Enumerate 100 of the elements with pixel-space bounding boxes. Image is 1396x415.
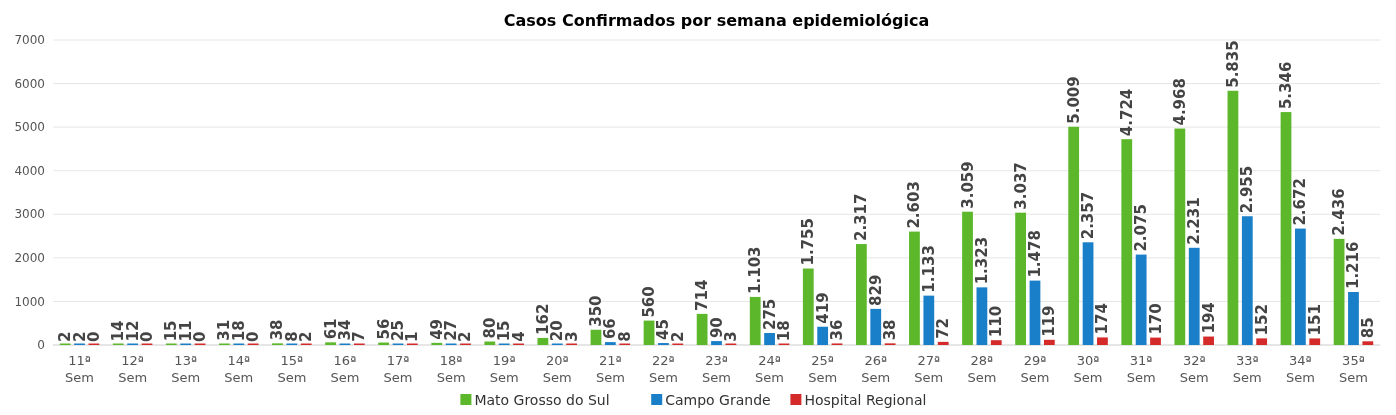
data-label: 2.075	[1132, 204, 1151, 252]
x-tick-label: 30ª Sem	[1073, 353, 1103, 385]
bar	[1043, 339, 1055, 345]
bar	[1227, 90, 1239, 345]
bar	[643, 320, 655, 345]
y-tick-label: 5000	[14, 120, 45, 135]
data-label: 36	[828, 319, 847, 341]
x-tick-label: 11ª Sem	[65, 353, 94, 385]
data-label: 2.357	[1079, 191, 1098, 240]
data-label: 151	[1305, 304, 1324, 336]
data-label: 194	[1199, 302, 1218, 334]
data-label: 560	[640, 286, 659, 318]
data-label: 5.346	[1277, 61, 1296, 110]
data-label: 4	[509, 331, 528, 342]
x-tick-label: 34ª Sem	[1285, 353, 1315, 385]
bar	[1309, 338, 1321, 345]
legend-label: Mato Grosso do Sul	[474, 392, 610, 408]
bar	[1294, 228, 1306, 345]
data-label: 2	[668, 331, 687, 342]
data-label: 0	[244, 331, 263, 342]
x-tick-label: 16ª Sem	[330, 353, 360, 385]
x-tick-label: 35ª Sem	[1339, 353, 1368, 385]
data-label: 3.059	[958, 161, 977, 209]
bar	[431, 342, 443, 345]
data-label: 829	[866, 274, 885, 306]
data-label: 0	[191, 331, 210, 342]
bar	[1203, 336, 1214, 345]
x-tick-label: 12ª Sem	[118, 353, 148, 385]
bar	[1362, 341, 1374, 345]
x-tick-label: 17ª Sem	[383, 353, 413, 385]
data-label: 170	[1146, 303, 1165, 335]
data-label: 2	[297, 331, 316, 342]
bar	[802, 268, 814, 345]
data-label: 18	[774, 320, 793, 342]
bar	[749, 296, 761, 345]
data-label: 714	[693, 279, 712, 311]
data-label: 0	[84, 331, 103, 342]
bar	[962, 211, 973, 345]
data-label: 110	[987, 305, 1006, 338]
y-tick-label: 0	[37, 338, 45, 353]
data-label: 2.231	[1185, 197, 1204, 245]
y-tick-label: 4000	[14, 163, 45, 178]
bar	[764, 333, 775, 345]
x-tick-label: 13ª Sem	[171, 353, 201, 385]
bar	[537, 337, 549, 345]
x-tick-label: 26ª Sem	[861, 353, 891, 385]
bar	[1280, 112, 1292, 345]
x-tick-label: 31ª Sem	[1126, 353, 1156, 385]
data-label: 7	[350, 331, 369, 342]
bar	[1029, 280, 1041, 345]
data-label: 174	[1093, 303, 1112, 335]
x-tick-label: 32ª Sem	[1179, 353, 1209, 385]
bar	[1135, 254, 1147, 345]
bar	[855, 244, 867, 345]
x-tick-label: 20ª Sem	[542, 353, 572, 385]
data-label: 72	[934, 317, 953, 339]
data-label: 152	[1252, 304, 1271, 336]
bar	[1188, 247, 1200, 345]
x-tick-label: 27ª Sem	[914, 353, 944, 385]
x-tick-label: 23ª Sem	[702, 353, 731, 385]
bar	[1121, 139, 1133, 345]
bar	[1015, 212, 1026, 345]
x-tick-label: 24ª Sem	[755, 353, 785, 385]
x-tick-label: 25ª Sem	[808, 353, 838, 385]
x-tick-label: 15ª Sem	[277, 353, 307, 385]
bar	[1174, 128, 1186, 345]
bar	[1333, 238, 1345, 345]
data-label: 0	[137, 331, 156, 342]
bar	[909, 231, 920, 345]
data-label: 119	[1040, 305, 1059, 337]
bar	[976, 287, 988, 345]
bar	[817, 326, 829, 345]
y-tick-label: 1000	[14, 294, 45, 309]
bar	[870, 308, 882, 345]
data-label: 4.724	[1117, 88, 1136, 137]
bar	[923, 295, 935, 345]
chart-title: Casos Confirmados por semana epidemiológica	[503, 11, 930, 30]
y-tick-label: 7000	[14, 33, 45, 48]
data-label: 1.323	[972, 236, 991, 285]
data-label: 3	[721, 331, 740, 342]
x-tick-label: 22ª Sem	[648, 353, 678, 385]
x-tick-label: 18ª Sem	[436, 353, 466, 385]
bar	[1097, 337, 1108, 345]
data-label: 5.009	[1064, 76, 1083, 124]
data-label: 1.478	[1025, 230, 1044, 278]
y-tick-label: 2000	[14, 251, 45, 266]
data-label: 8	[615, 331, 634, 342]
data-label: 1.755	[799, 218, 818, 266]
data-label: 1.103	[746, 246, 765, 294]
data-label: 5.835	[1223, 40, 1242, 88]
data-label: 38	[881, 319, 900, 341]
y-tick-label: 6000	[14, 76, 45, 91]
x-tick-label: 28ª Sem	[967, 353, 997, 385]
data-label: 2.436	[1330, 188, 1349, 236]
y-tick-label: 3000	[14, 207, 45, 222]
bar	[325, 342, 336, 345]
bar	[696, 313, 708, 345]
bar	[1256, 338, 1268, 345]
data-label: 2.603	[905, 181, 924, 229]
legend-label: Campo Grande	[665, 392, 771, 408]
